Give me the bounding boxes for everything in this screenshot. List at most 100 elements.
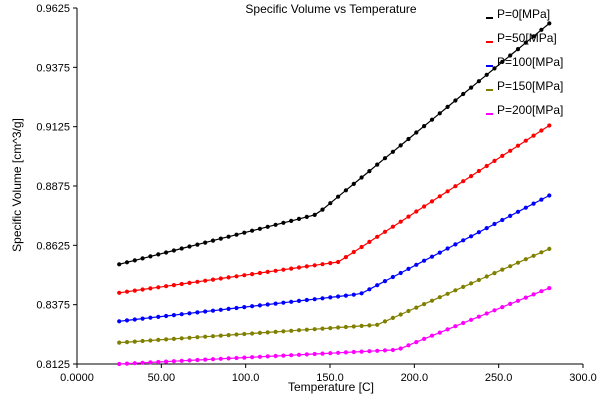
x-tick-label: 200.0 bbox=[401, 372, 429, 384]
data-point bbox=[124, 340, 130, 345]
data-point bbox=[343, 350, 348, 355]
data-point bbox=[461, 179, 466, 184]
data-point bbox=[390, 347, 395, 353]
data-point bbox=[359, 291, 364, 296]
data-point bbox=[148, 254, 153, 259]
data-point bbox=[429, 199, 435, 204]
data-point bbox=[382, 229, 388, 234]
data-point bbox=[242, 305, 247, 310]
data-point bbox=[429, 254, 435, 259]
data-point bbox=[375, 162, 380, 167]
data-point bbox=[523, 257, 528, 262]
data-point bbox=[218, 276, 223, 281]
data-point bbox=[132, 339, 137, 344]
data-point bbox=[203, 334, 208, 339]
data-point bbox=[140, 360, 145, 365]
data-point bbox=[250, 331, 255, 336]
data-point bbox=[336, 194, 341, 199]
data-point bbox=[210, 357, 216, 362]
data-point bbox=[492, 221, 497, 227]
data-point bbox=[289, 353, 294, 358]
data-point bbox=[164, 313, 169, 319]
data-point bbox=[132, 258, 137, 263]
data-point bbox=[359, 175, 364, 180]
data-point bbox=[124, 260, 130, 265]
data-point bbox=[148, 286, 153, 291]
data-point bbox=[351, 181, 356, 186]
data-point bbox=[547, 286, 552, 291]
data-point bbox=[461, 238, 466, 243]
chart-title: Specific Volume vs Temperature bbox=[245, 2, 417, 16]
data-point bbox=[257, 270, 262, 276]
data-point bbox=[132, 361, 137, 366]
data-point bbox=[398, 312, 403, 317]
data-point bbox=[257, 303, 262, 308]
data-point bbox=[382, 156, 388, 161]
data-point bbox=[547, 246, 552, 251]
data-point bbox=[226, 275, 231, 280]
data-point bbox=[320, 207, 325, 212]
legend-item: P=100[MPa] bbox=[486, 55, 563, 69]
y-axis-label: Specific Volume [cm^3/g] bbox=[10, 118, 24, 252]
data-point bbox=[523, 205, 528, 210]
series-layer bbox=[117, 21, 552, 367]
data-point bbox=[328, 326, 333, 331]
y-tick-label: 0.9375 bbox=[36, 62, 70, 74]
data-point bbox=[140, 287, 145, 292]
data-point bbox=[492, 308, 497, 313]
data-point bbox=[531, 201, 536, 206]
data-point bbox=[508, 213, 513, 218]
data-point bbox=[445, 189, 450, 194]
data-point bbox=[469, 174, 474, 179]
data-point bbox=[453, 98, 458, 103]
data-point bbox=[336, 350, 341, 355]
data-point bbox=[187, 311, 192, 316]
data-point bbox=[281, 267, 286, 272]
data-point bbox=[437, 330, 442, 335]
data-point bbox=[187, 335, 192, 340]
data-point bbox=[257, 330, 262, 335]
data-point bbox=[218, 333, 223, 338]
data-point bbox=[132, 317, 137, 322]
data-point bbox=[508, 301, 513, 306]
data-point bbox=[320, 296, 325, 301]
data-point bbox=[375, 348, 380, 353]
legend-label: P=200[MPa] bbox=[497, 103, 563, 117]
data-point bbox=[492, 271, 497, 276]
data-point bbox=[406, 308, 411, 314]
data-point bbox=[445, 104, 450, 109]
data-point bbox=[226, 356, 231, 361]
data-point bbox=[148, 360, 153, 365]
data-point bbox=[117, 340, 122, 345]
data-point bbox=[484, 274, 489, 279]
data-point bbox=[140, 256, 145, 261]
legend-label: P=150[MPa] bbox=[497, 79, 563, 93]
data-point bbox=[398, 270, 403, 276]
x-tick-label: 100.0 bbox=[232, 372, 260, 384]
data-point bbox=[234, 274, 239, 279]
data-point bbox=[367, 349, 372, 354]
data-point bbox=[531, 253, 536, 258]
data-point bbox=[226, 333, 231, 338]
y-tick-label: 0.8625 bbox=[36, 240, 70, 252]
series bbox=[117, 286, 552, 367]
data-point bbox=[257, 354, 262, 359]
data-point bbox=[195, 357, 200, 363]
data-point bbox=[218, 236, 223, 241]
data-point bbox=[265, 330, 270, 335]
data-point bbox=[265, 269, 270, 274]
data-point bbox=[539, 197, 544, 202]
data-point bbox=[140, 316, 145, 321]
data-point bbox=[328, 261, 333, 266]
data-point bbox=[375, 322, 380, 327]
data-point bbox=[469, 234, 474, 239]
series bbox=[117, 123, 552, 295]
data-point bbox=[164, 337, 169, 342]
data-point bbox=[476, 314, 481, 319]
legend-item: P=0[MPa] bbox=[486, 7, 550, 21]
y-tick-label: 0.9125 bbox=[36, 122, 70, 134]
data-point bbox=[164, 359, 169, 364]
data-point bbox=[281, 300, 286, 305]
data-point bbox=[117, 361, 122, 367]
data-point bbox=[476, 277, 481, 283]
